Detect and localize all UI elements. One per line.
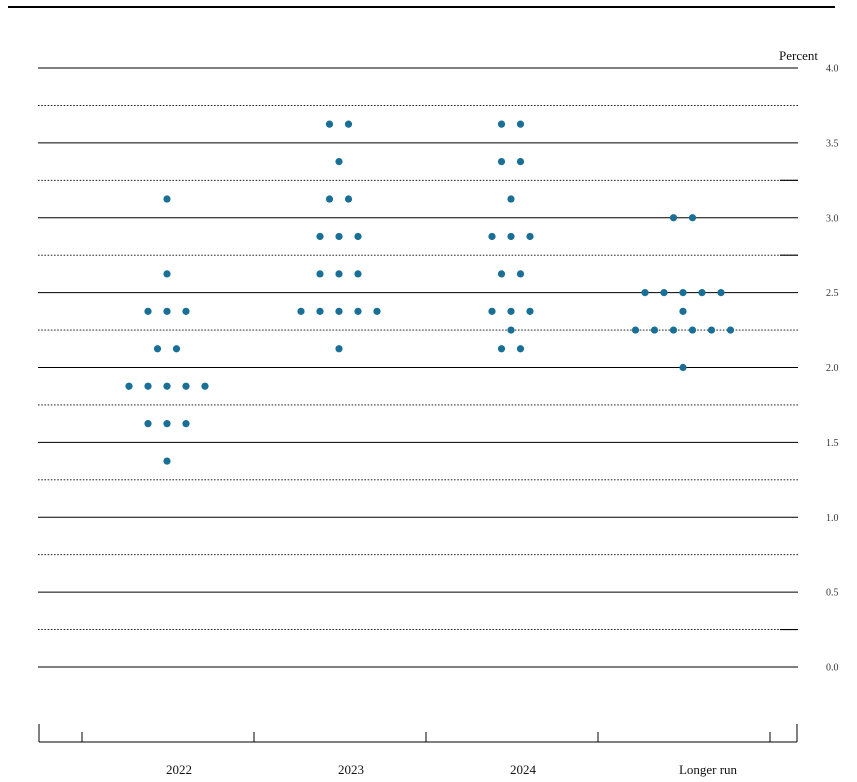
dot — [125, 382, 133, 390]
dot — [660, 289, 668, 297]
x-category-label: 2023 — [338, 762, 364, 777]
y-tick-label: 4.0 — [826, 64, 839, 75]
dot — [201, 382, 209, 390]
dot — [526, 307, 534, 315]
dot — [325, 120, 334, 128]
dot — [163, 420, 171, 428]
dot — [316, 270, 324, 278]
dot — [526, 232, 534, 241]
dot — [325, 195, 334, 203]
dot — [497, 270, 506, 278]
x-category-label: Longer run — [679, 762, 738, 777]
dot — [516, 345, 525, 353]
dot — [679, 307, 687, 315]
dot — [698, 289, 706, 297]
dot — [679, 289, 687, 297]
dot — [488, 307, 496, 315]
dot — [679, 363, 687, 372]
x-category-label: 2022 — [166, 762, 192, 777]
dot — [316, 232, 324, 241]
y-tick-label: 0.0 — [826, 663, 839, 674]
dot — [335, 232, 343, 241]
dot — [354, 232, 362, 241]
dot — [688, 214, 697, 222]
dot — [497, 157, 506, 166]
dot — [354, 307, 362, 315]
dot — [335, 270, 343, 278]
y-tick-label: 2.0 — [826, 363, 839, 374]
dot — [172, 345, 181, 353]
dot — [669, 326, 678, 334]
dot — [144, 307, 152, 315]
gridlines — [38, 67, 798, 668]
dot — [163, 270, 171, 278]
dot — [669, 214, 678, 222]
dot — [497, 120, 506, 128]
dot — [182, 382, 190, 390]
unit-label: Percent — [779, 48, 818, 63]
x-category-label: 2024 — [510, 762, 537, 777]
dot — [726, 326, 735, 334]
x-axis — [38, 724, 798, 743]
y-tick-label: 1.0 — [826, 513, 839, 524]
dot — [507, 232, 515, 241]
dot — [707, 326, 716, 334]
dot — [144, 382, 152, 390]
dot — [516, 120, 525, 128]
y-tick-label: 3.5 — [826, 138, 839, 149]
dot — [163, 382, 171, 390]
dot — [316, 307, 324, 315]
x-category-labels: 2022 2023 2024 Longer run — [166, 762, 738, 777]
dot — [153, 345, 162, 353]
y-tick-label: 1.5 — [826, 438, 839, 449]
dot — [488, 232, 496, 241]
dot — [163, 195, 171, 203]
dot — [182, 307, 190, 315]
dot — [497, 345, 506, 353]
dot — [335, 307, 343, 315]
dot — [144, 420, 152, 428]
dot — [641, 289, 649, 297]
dot — [344, 195, 353, 203]
dot — [182, 420, 190, 428]
y-tick-label: 3.0 — [826, 213, 839, 224]
dot — [163, 457, 171, 465]
dot — [344, 120, 353, 128]
y-tick-label: 0.5 — [826, 588, 839, 599]
dot — [335, 157, 343, 166]
dot — [297, 307, 305, 315]
dot — [631, 326, 640, 334]
dot — [507, 307, 515, 315]
y-tick-label: 2.5 — [826, 288, 839, 299]
y-tick-labels: 0.0 0.5 1.0 1.5 2.0 2.5 3.0 3.5 4.0 — [826, 64, 839, 674]
dot — [163, 307, 171, 315]
dot — [373, 307, 381, 315]
dot — [507, 326, 515, 334]
dot — [688, 326, 697, 334]
dot — [650, 326, 659, 334]
dot — [516, 157, 525, 166]
dots — [125, 120, 735, 465]
dot — [507, 195, 515, 203]
dot — [354, 270, 362, 278]
dot — [335, 345, 343, 353]
dot — [717, 289, 725, 297]
dot — [516, 270, 525, 278]
